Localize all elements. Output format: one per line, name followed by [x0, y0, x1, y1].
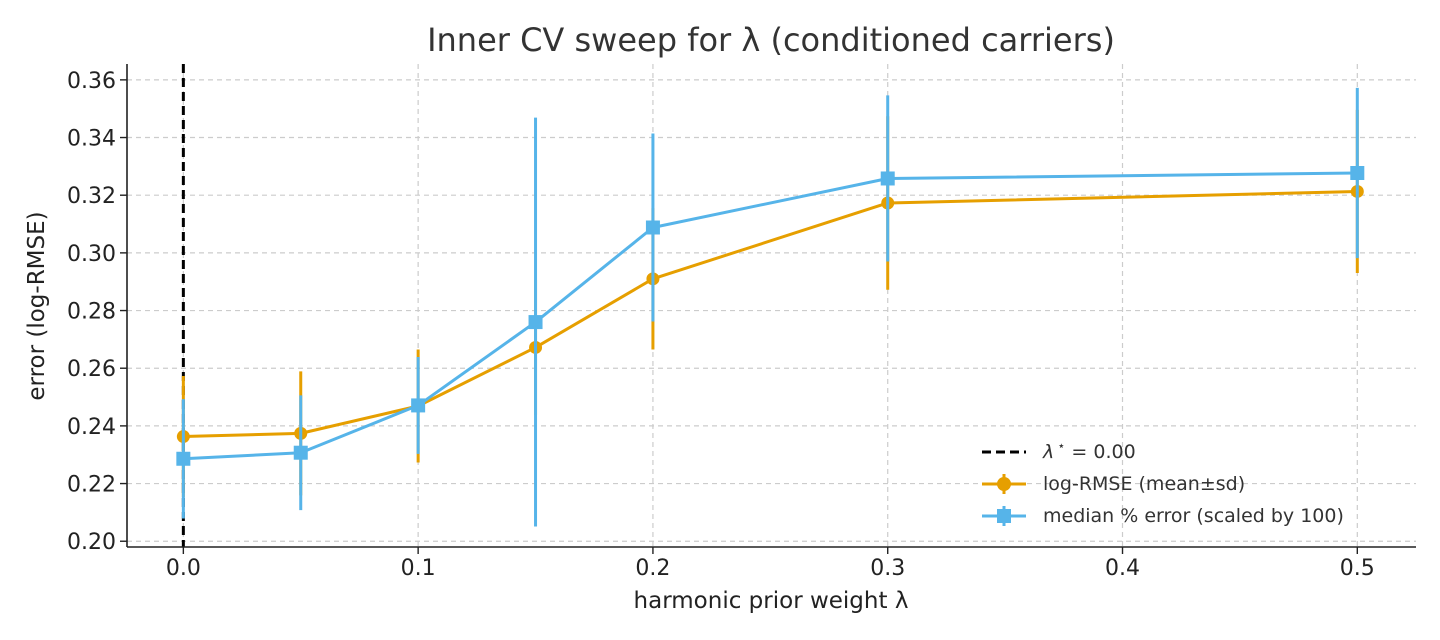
x-tick-label: 0.0 — [166, 556, 201, 581]
legend-label-series-1: median % error (scaled by 100) — [1043, 505, 1344, 527]
y-tick-label: 0.30 — [67, 242, 116, 267]
x-tick-label: 0.1 — [401, 556, 436, 581]
x-axis-ticks: 0.0 0.1 0.2 0.3 0.4 0.5 — [166, 547, 1375, 581]
legend-item-optimal-lambda: λ ⋆ = 0.00 — [982, 439, 1136, 463]
y-axis-label: error (log-RMSE) — [24, 211, 50, 400]
legend-swatch-series-0-marker — [997, 477, 1011, 491]
x-tick-label: 0.4 — [1105, 556, 1140, 581]
data-point-marker — [528, 315, 543, 330]
y-axis-ticks: 0.20 0.22 0.24 0.26 0.28 0.30 0.32 0.34 0.36 — [67, 69, 127, 555]
series-1 — [176, 87, 1365, 527]
legend: λ ⋆ = 0.00 log-RMSE (mean±sd) median % er… — [982, 439, 1344, 527]
series-group — [176, 87, 1365, 527]
legend-label-optimal-lambda: λ ⋆ = 0.00 — [1042, 439, 1136, 463]
x-tick-label: 0.5 — [1340, 556, 1375, 581]
data-point-marker — [293, 445, 308, 460]
legend-lambda-symbol: λ — [1042, 441, 1054, 463]
legend-lambda-value: = 0.00 — [1065, 441, 1135, 463]
chart-title: Inner CV sweep for λ (conditioned carrie… — [427, 21, 1115, 59]
y-tick-label: 0.28 — [67, 300, 116, 325]
x-tick-label: 0.3 — [870, 556, 905, 581]
data-point-marker — [411, 398, 426, 413]
data-point-marker — [645, 220, 660, 235]
legend-item-series-1: median % error (scaled by 100) — [982, 505, 1344, 527]
y-tick-label: 0.36 — [67, 69, 116, 94]
y-tick-label: 0.26 — [67, 357, 116, 382]
x-tick-label: 0.2 — [635, 556, 670, 581]
legend-label-series-0: log-RMSE (mean±sd) — [1043, 473, 1245, 495]
legend-item-series-0: log-RMSE (mean±sd) — [982, 473, 1245, 495]
data-point-marker — [176, 451, 191, 466]
legend-swatch-series-1-marker — [997, 509, 1011, 523]
y-tick-label: 0.32 — [67, 184, 116, 209]
y-tick-label: 0.20 — [67, 530, 116, 555]
data-point-marker — [880, 171, 895, 186]
y-tick-label: 0.22 — [67, 473, 116, 498]
x-axis-label: harmonic prior weight λ — [634, 588, 909, 614]
legend-star-superscript: ⋆ — [1057, 439, 1065, 454]
y-tick-label: 0.24 — [67, 415, 116, 440]
y-tick-label: 0.34 — [67, 127, 116, 152]
data-point-marker — [1350, 165, 1365, 180]
